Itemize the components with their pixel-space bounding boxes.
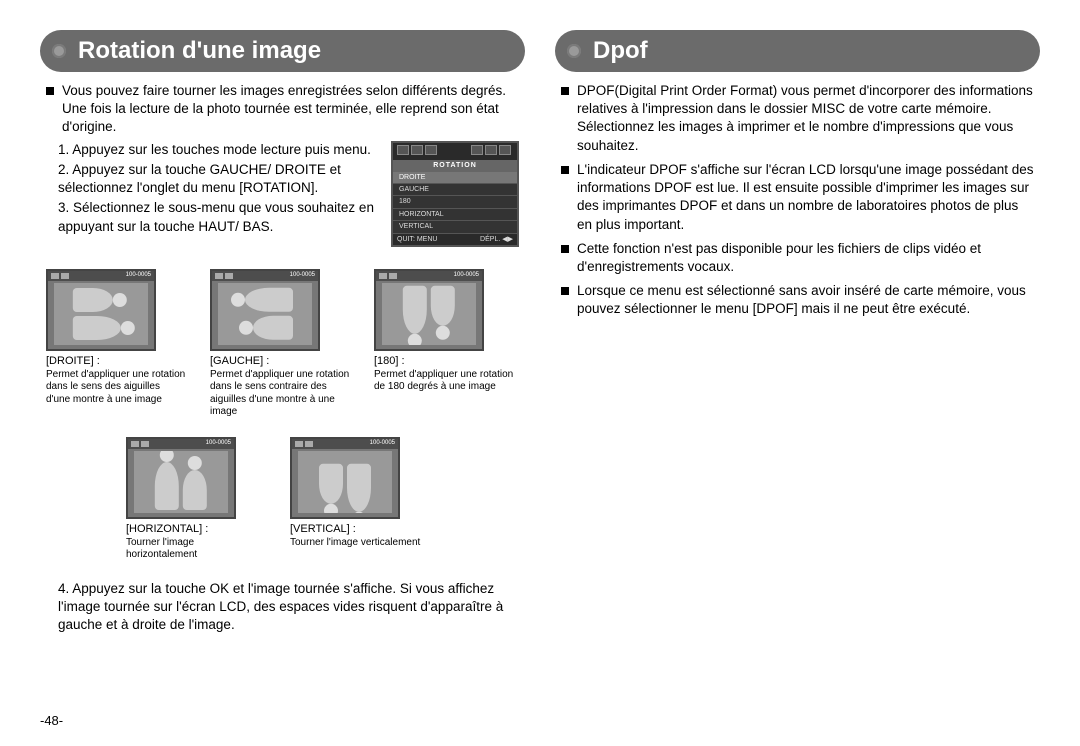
thumb-title: [180] : bbox=[374, 355, 514, 369]
right-bullet-3: Cette fonction n'est pas disponible pour… bbox=[561, 240, 1034, 276]
thumb-file-id: 100-0005 bbox=[290, 272, 315, 280]
lcd-screenshot: ROTATION DROITE GAUCHE 180 HORIZONTAL VE… bbox=[391, 141, 519, 248]
lcd-topbar bbox=[393, 143, 517, 160]
thumb-image: 100-0005 bbox=[126, 437, 236, 519]
right-text-1: DPOF(Digital Print Order Format) vous pe… bbox=[577, 82, 1034, 155]
step-4: 4. Appuyez sur la touche OK et l'image t… bbox=[58, 580, 519, 635]
thumb-horizontal: 100-0005 [HORIZONTAL] : Tourner l'image … bbox=[126, 437, 266, 562]
right-text-3: Cette fonction n'est pas disponible pour… bbox=[577, 240, 1034, 276]
thumb-row-1: 100-0005 [DROITE] : Permet d'appliquer u… bbox=[46, 269, 519, 419]
thumb-vertical: 100-0005 [VERTICAL] : Tourner l'image ve… bbox=[290, 437, 430, 562]
thumb-desc: Permet d'appliquer une rotation dans le … bbox=[46, 369, 186, 407]
bullet-square-icon bbox=[561, 166, 569, 174]
thumb-title: [HORIZONTAL] : bbox=[126, 523, 266, 537]
lcd-item: 180 bbox=[393, 196, 517, 208]
thumb-180: 100-0005 [180] : Permet d'appliquer une … bbox=[374, 269, 514, 419]
left-intro-block: Vous pouvez faire tourner les images enr… bbox=[46, 82, 519, 137]
left-intro: Vous pouvez faire tourner les images enr… bbox=[62, 82, 519, 137]
right-title: Dpof bbox=[593, 37, 648, 65]
thumb-gauche: 100-0005 [GAUCHE] : Permet d'appliquer u… bbox=[210, 269, 350, 419]
bullet-square-icon bbox=[561, 245, 569, 253]
lcd-item: VERTICAL bbox=[393, 221, 517, 233]
left-title: Rotation d'une image bbox=[78, 37, 321, 65]
thumb-title: [GAUCHE] : bbox=[210, 355, 350, 369]
right-bullet-2: L'indicateur DPOF s'affiche sur l'écran … bbox=[561, 161, 1034, 234]
left-header: Rotation d'une image bbox=[40, 30, 525, 72]
right-header: Dpof bbox=[555, 30, 1040, 72]
thumb-image: 100-0005 bbox=[374, 269, 484, 351]
lcd-bottombar: QUIT: MENU DÉPL. ◀▶ bbox=[393, 234, 517, 245]
thumb-image: 100-0005 bbox=[210, 269, 320, 351]
right-bullet-1: DPOF(Digital Print Order Format) vous pe… bbox=[561, 82, 1034, 155]
thumb-desc: Permet d'appliquer une rotation dans le … bbox=[210, 369, 350, 419]
thumb-title: [DROITE] : bbox=[46, 355, 186, 369]
thumb-file-id: 100-0005 bbox=[370, 440, 395, 448]
thumb-file-id: 100-0005 bbox=[206, 440, 231, 448]
right-text-2: L'indicateur DPOF s'affiche sur l'écran … bbox=[577, 161, 1034, 234]
pill-dot-icon bbox=[567, 44, 581, 58]
thumb-title: [VERTICAL] : bbox=[290, 523, 430, 537]
lcd-item: GAUCHE bbox=[393, 184, 517, 196]
lcd-menu-title: ROTATION bbox=[393, 160, 517, 171]
pill-dot-icon bbox=[52, 44, 66, 58]
right-bullet-4: Lorsque ce menu est sélectionné sans avo… bbox=[561, 282, 1034, 318]
bullet-square-icon bbox=[561, 87, 569, 95]
thumb-image: 100-0005 bbox=[290, 437, 400, 519]
left-column: Rotation d'une image Vous pouvez faire t… bbox=[40, 30, 525, 634]
thumb-file-id: 100-0005 bbox=[126, 272, 151, 280]
thumb-file-id: 100-0005 bbox=[454, 272, 479, 280]
page-number: -48- bbox=[40, 713, 63, 728]
lcd-item: HORIZONTAL bbox=[393, 209, 517, 221]
thumb-desc: Permet d'appliquer une rotation de 180 d… bbox=[374, 369, 514, 394]
thumbnail-grid: 100-0005 [DROITE] : Permet d'appliquer u… bbox=[46, 269, 519, 562]
page-columns: Rotation d'une image Vous pouvez faire t… bbox=[40, 30, 1040, 634]
thumb-desc: Tourner l'image verticalement bbox=[290, 537, 430, 550]
thumb-desc: Tourner l'image horizontalement bbox=[126, 537, 266, 562]
thumb-droite: 100-0005 [DROITE] : Permet d'appliquer u… bbox=[46, 269, 186, 419]
left-content: Vous pouvez faire tourner les images enr… bbox=[40, 82, 525, 634]
lcd-item: DROITE bbox=[393, 172, 517, 184]
lcd-quit: QUIT: MENU bbox=[397, 235, 437, 244]
bullet-square-icon bbox=[46, 87, 54, 95]
right-column: Dpof DPOF(Digital Print Order Format) vo… bbox=[555, 30, 1040, 634]
right-content: DPOF(Digital Print Order Format) vous pe… bbox=[555, 82, 1040, 319]
thumb-image: 100-0005 bbox=[46, 269, 156, 351]
right-text-4: Lorsque ce menu est sélectionné sans avo… bbox=[577, 282, 1034, 318]
lcd-move: DÉPL. ◀▶ bbox=[480, 235, 513, 244]
bullet-square-icon bbox=[561, 287, 569, 295]
thumb-row-2: 100-0005 [HORIZONTAL] : Tourner l'image … bbox=[126, 437, 519, 562]
